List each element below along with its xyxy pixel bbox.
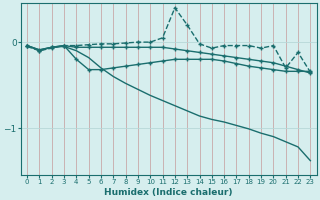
X-axis label: Humidex (Indice chaleur): Humidex (Indice chaleur) <box>104 188 233 197</box>
